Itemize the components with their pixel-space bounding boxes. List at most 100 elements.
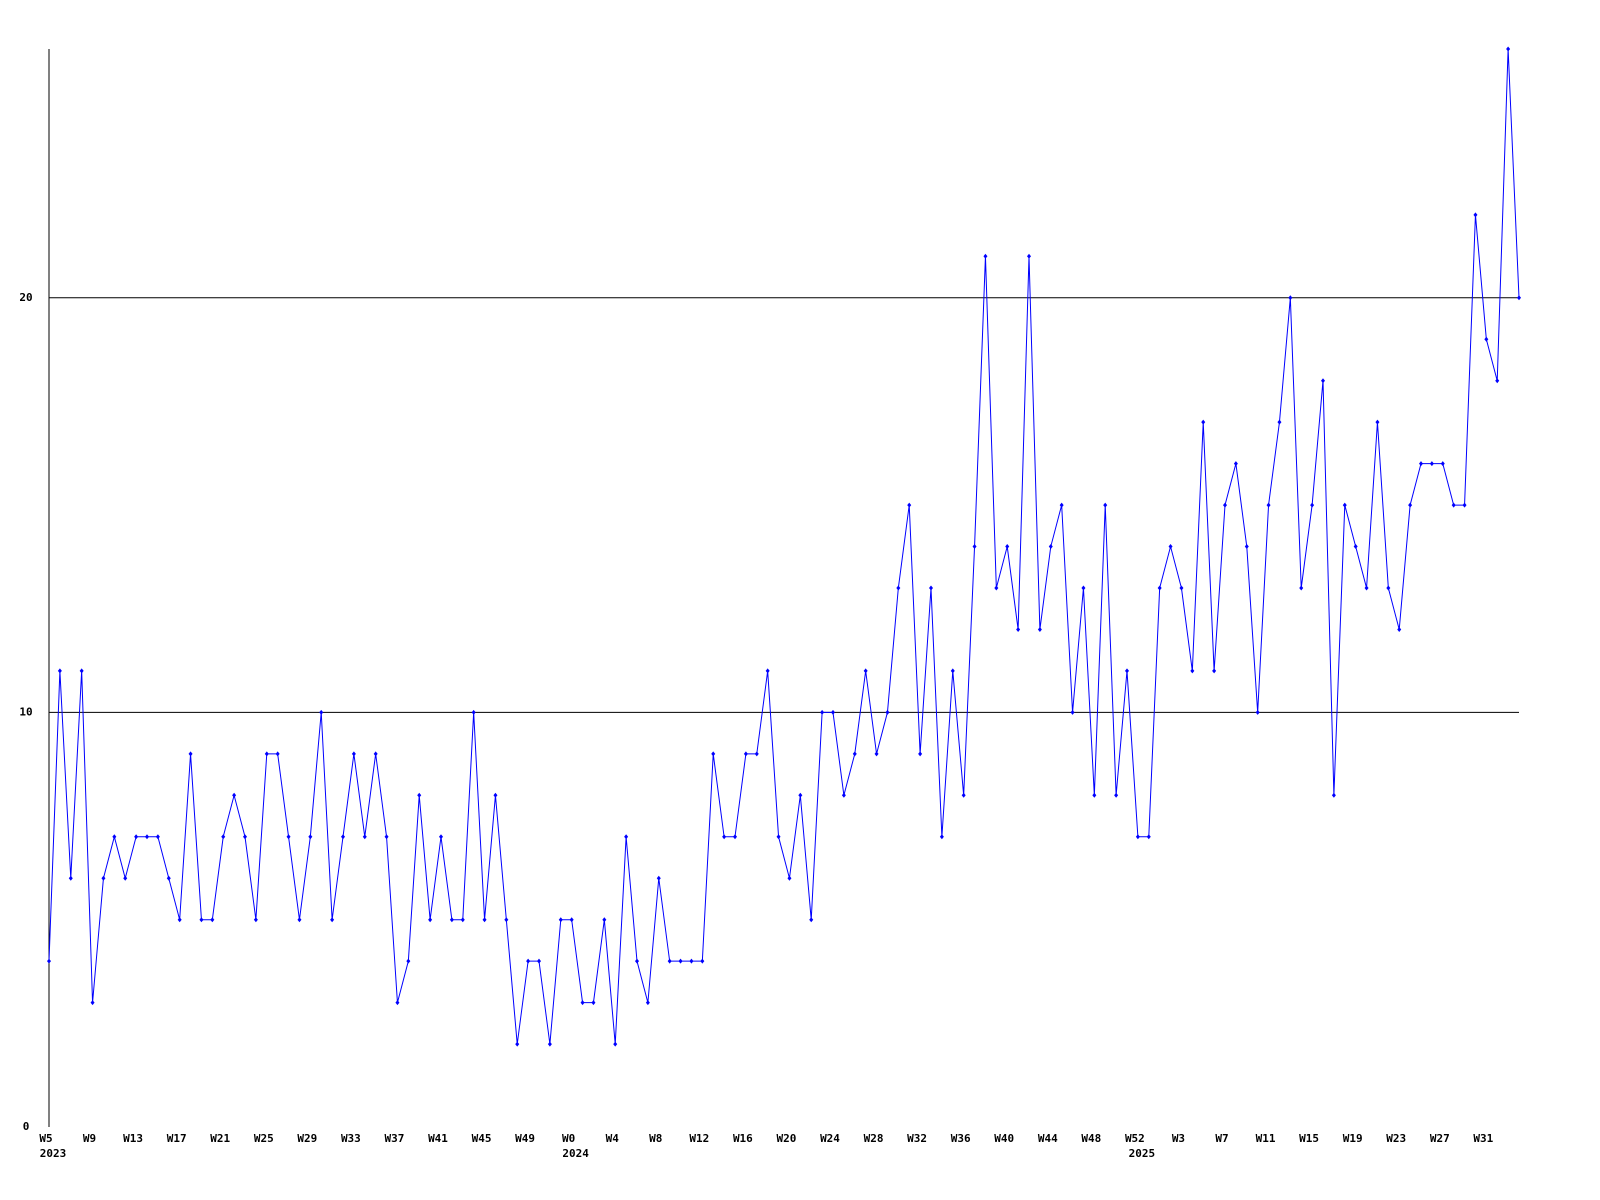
x-tick-label: W33 [341,1132,361,1145]
point [482,917,487,923]
x-tick-label: W23 [1386,1132,1406,1145]
point [264,751,269,757]
point [1419,461,1423,467]
point [907,502,912,508]
point [1397,626,1402,632]
point [1277,419,1282,425]
point [1179,585,1184,591]
x-tick-label: W15 [1299,1132,1319,1145]
point [428,917,433,923]
point [972,544,977,550]
point [1473,212,1478,218]
point [460,917,465,923]
point [1342,502,1347,508]
point [1016,626,1021,632]
point [874,751,879,757]
point [1484,336,1489,342]
point [635,958,639,964]
point [1223,502,1227,508]
point [90,1000,95,1006]
point [351,751,356,757]
point [1495,378,1500,384]
point [776,834,781,840]
x-tick-label: W9 [83,1132,96,1145]
point [613,1041,618,1047]
point [199,917,204,923]
point [689,958,694,964]
point [515,1041,520,1047]
x-tick-label: W44 [1038,1132,1058,1145]
x-tick-label: W20 [777,1132,797,1145]
point [1048,544,1053,550]
point [1451,502,1456,508]
x-tick-label: W16 [733,1132,753,1145]
x-tick-label: W25 [254,1132,274,1145]
point [831,709,835,715]
point [243,834,247,840]
point [1005,544,1010,550]
x-tick-label: W21 [210,1132,230,1145]
point [863,668,868,674]
x-tick-label: W49 [515,1132,535,1145]
point [1103,502,1108,508]
point [47,958,51,964]
point [1135,834,1140,840]
point [308,834,313,840]
point [1375,419,1380,425]
point [449,917,454,923]
point [743,751,748,757]
x-tick-label: W45 [472,1132,492,1145]
point [145,834,149,840]
point [1190,668,1195,674]
point [1506,46,1511,52]
point [950,668,955,674]
point [1408,502,1413,508]
point [1255,709,1260,715]
point [101,875,106,881]
point [602,917,607,923]
point [417,792,422,798]
point [711,751,716,757]
point [1310,502,1315,508]
point [700,958,705,964]
point [1462,502,1467,508]
point [406,958,411,964]
point [79,668,84,674]
point [395,1000,400,1006]
point [1233,461,1238,467]
point [1353,544,1358,550]
x-tick-label: W40 [994,1132,1014,1145]
point [558,917,563,923]
point [1125,668,1129,674]
x-tick-label: W5 [39,1132,52,1145]
point [221,834,226,840]
y-tick-label: 10 [19,705,32,718]
x-tick-label: W11 [1256,1132,1276,1145]
point [275,751,280,757]
point [1212,668,1217,674]
year-label: 2023 [40,1147,67,1160]
point [1331,792,1336,798]
x-tick-label: W24 [820,1132,840,1145]
point [537,958,541,964]
point [656,875,661,881]
point [134,834,139,840]
point [1429,461,1434,467]
year-label: 2024 [562,1147,589,1160]
point [112,834,117,840]
point [1146,834,1151,840]
x-tick-label: W7 [1215,1132,1228,1145]
point [471,709,476,715]
point [1440,461,1445,467]
point [961,792,966,798]
point [1070,709,1075,715]
y-tick-label: 20 [19,291,32,304]
point [678,958,683,964]
point [1114,792,1119,798]
point [918,751,923,757]
point [1201,419,1206,425]
point [1059,502,1064,508]
point [852,751,857,757]
point [504,917,509,923]
